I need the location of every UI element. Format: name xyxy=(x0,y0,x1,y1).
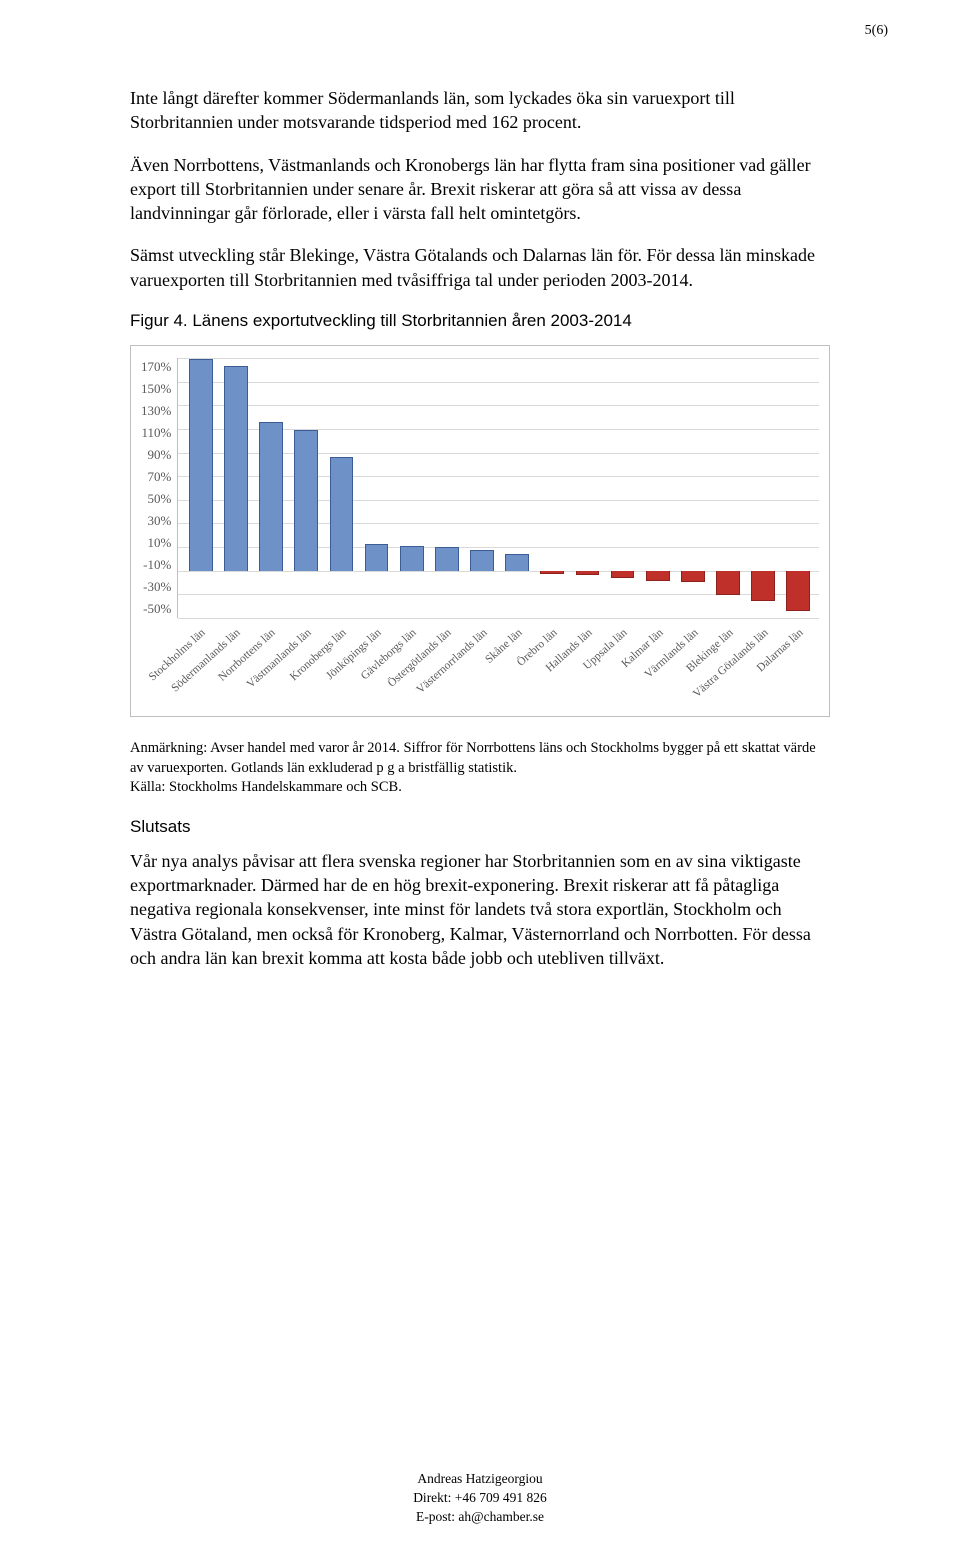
bar-slot xyxy=(573,358,600,618)
x-label-slot: Dalarnas län xyxy=(784,626,811,712)
bar xyxy=(435,547,459,570)
chart-inner: 170% 150% 130% 110% 90% 70% 50% 30% 10% -10% -30% -… xyxy=(141,358,819,712)
bar-slot xyxy=(432,358,459,618)
bar xyxy=(786,571,810,611)
bar-slot xyxy=(678,358,705,618)
bar xyxy=(224,366,248,570)
bar-slot xyxy=(362,358,389,618)
y-tick-label: 130% xyxy=(141,402,171,420)
y-tick-label: -10% xyxy=(143,556,171,574)
bar-slot xyxy=(221,358,248,618)
page-number: 5(6) xyxy=(865,22,888,41)
bar xyxy=(259,422,283,571)
page-footer: Andreas Hatzigeorgiou Direkt: +46 709 49… xyxy=(0,1470,960,1527)
bar-slot xyxy=(503,358,530,618)
bar xyxy=(330,457,354,570)
bar-slot xyxy=(257,358,284,618)
bar xyxy=(540,571,564,574)
footer-name: Andreas Hatzigeorgiou xyxy=(417,1471,542,1486)
bar-slot xyxy=(784,358,811,618)
paragraph-1: Inte långt därefter kommer Södermanlands… xyxy=(130,86,830,135)
footer-email: E-post: ah@chamber.se xyxy=(416,1509,544,1524)
y-tick-label: 150% xyxy=(141,380,171,398)
x-label-slot: Västernorrlands län xyxy=(467,626,494,712)
note-line-2: Källa: Stockholms Handelskammare och SCB… xyxy=(130,779,402,795)
y-tick-label: -30% xyxy=(143,578,171,596)
document-page: 5(6) Inte långt därefter kommer Söderman… xyxy=(0,0,960,1553)
x-axis-labels: Stockholms länSödermanlands länNorrbotte… xyxy=(177,618,819,712)
bar xyxy=(611,571,635,578)
y-axis: 170% 150% 130% 110% 90% 70% 50% 30% 10% -10% -30% -… xyxy=(141,358,177,618)
bar-slot xyxy=(397,358,424,618)
note-line-1: Anmärkning: Avser handel med varor år 20… xyxy=(130,740,816,776)
bar xyxy=(400,546,424,571)
bar xyxy=(470,550,494,571)
y-tick-label: -50% xyxy=(143,600,171,618)
plot-wrap: Stockholms länSödermanlands länNorrbotte… xyxy=(177,358,819,712)
bar xyxy=(294,430,318,570)
bar-slot xyxy=(292,358,319,618)
chart-note: Anmärkning: Avser handel med varor år 20… xyxy=(130,739,830,798)
plot-area xyxy=(177,358,819,618)
paragraph-3: Sämst utveckling står Blekinge, Västra G… xyxy=(130,243,830,292)
y-tick-label: 110% xyxy=(141,424,171,442)
bar-slot xyxy=(538,358,565,618)
bar-slot xyxy=(186,358,213,618)
y-tick-label: 30% xyxy=(148,512,172,530)
bar-slot xyxy=(749,358,776,618)
bar xyxy=(505,554,529,570)
y-tick-label: 90% xyxy=(148,446,172,464)
paragraph-2: Även Norrbottens, Västmanlands och Krono… xyxy=(130,153,830,226)
bar xyxy=(646,571,670,581)
bar xyxy=(751,571,775,602)
bar xyxy=(716,571,740,596)
bar xyxy=(681,571,705,583)
bar-slot xyxy=(608,358,635,618)
bars-container xyxy=(178,358,819,618)
bar xyxy=(189,359,213,570)
export-chart: 170% 150% 130% 110% 90% 70% 50% 30% 10% -10% -30% -… xyxy=(130,345,830,717)
figure-caption: Figur 4. Länens exportutveckling till St… xyxy=(130,310,830,333)
grid-line xyxy=(178,618,819,619)
bar xyxy=(365,544,389,571)
bar xyxy=(576,571,600,576)
y-tick-label: 50% xyxy=(148,490,172,508)
y-tick-label: 10% xyxy=(148,534,172,552)
bar-slot xyxy=(467,358,494,618)
conclusion-body: Vår nya analys påvisar att flera svenska… xyxy=(130,849,830,970)
y-tick-label: 70% xyxy=(148,468,172,486)
bar-slot xyxy=(643,358,670,618)
footer-phone: Direkt: +46 709 491 826 xyxy=(413,1490,547,1505)
y-tick-label: 170% xyxy=(141,358,171,376)
bar-slot xyxy=(327,358,354,618)
bar-slot xyxy=(713,358,740,618)
conclusion-heading: Slutsats xyxy=(130,816,830,839)
